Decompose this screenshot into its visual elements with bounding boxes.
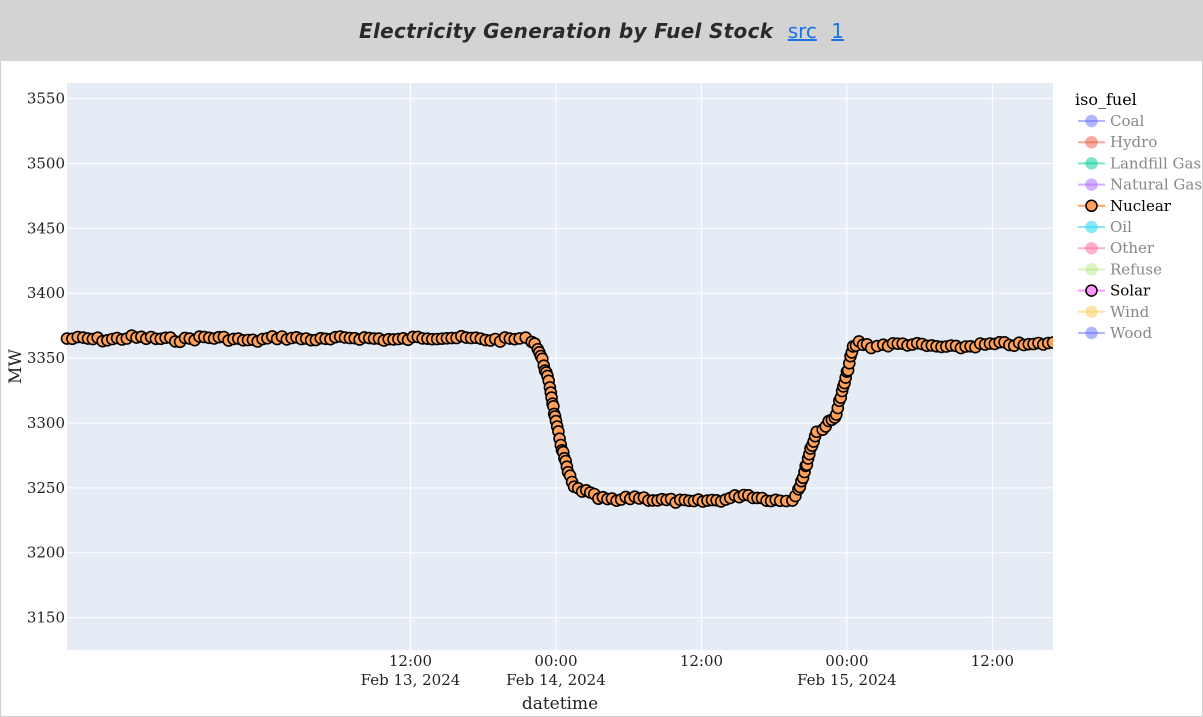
x-axis-title: datetime (522, 694, 598, 714)
legend-swatch-marker[interactable] (1085, 305, 1098, 319)
y-tick-label: 3450 (27, 219, 65, 237)
legend-item-wind[interactable]: Wind (1110, 303, 1150, 321)
y-tick-label: 3350 (27, 349, 65, 367)
chart-title-text: Electricity Generation by Fuel Stock (359, 18, 774, 43)
x-tick-date-label: Feb 15, 2024 (797, 671, 897, 689)
y-tick-label: 3550 (27, 90, 65, 108)
legend-item-oil[interactable]: Oil (1110, 218, 1132, 236)
y-axis-title: MW (6, 349, 26, 384)
chart-title: Electricity Generation by Fuel Stock src… (359, 19, 844, 43)
chart-frame: 3150 3200 3250 3300 3350 3400 3450 3500 3550 12:0… (0, 61, 1203, 717)
legend-item-refuse[interactable]: Refuse (1110, 260, 1162, 278)
legend-item-nuclear[interactable]: Nuclear (1110, 197, 1172, 215)
legend-item-coal[interactable]: Coal (1110, 112, 1144, 130)
y-tick-label: 3200 (27, 544, 65, 562)
legend-item-wood[interactable]: Wood (1110, 324, 1152, 342)
legend-swatch-marker[interactable] (1085, 199, 1098, 213)
legend-item-natural-gas[interactable]: Natural Gas (1110, 176, 1202, 194)
legend-item-solar[interactable]: Solar (1110, 282, 1151, 300)
x-tick-label: 12:00 (971, 652, 1014, 670)
x-tick-date-label: Feb 13, 2024 (361, 671, 461, 689)
legend-item-other[interactable]: Other (1110, 239, 1155, 257)
legend-item-landfill-gas[interactable]: Landfill Gas (1110, 154, 1201, 172)
legend-item-hydro[interactable]: Hydro (1110, 133, 1157, 151)
legend-swatch-marker[interactable] (1085, 326, 1098, 340)
legend-swatch-marker[interactable] (1085, 157, 1098, 170)
legend-swatch-marker[interactable] (1085, 135, 1098, 149)
legend-title: iso_fuel (1075, 90, 1137, 109)
chart-svg: 3150 3200 3250 3300 3350 3400 3450 3500 3550 12:0… (6, 61, 1202, 716)
x-tick-label: 00:00 (534, 652, 577, 670)
legend-swatch-marker[interactable] (1085, 284, 1098, 297)
plot-area[interactable] (67, 83, 1053, 650)
x-tick-label: 00:00 (825, 652, 868, 670)
legend-swatch-marker[interactable] (1085, 178, 1098, 191)
src-link[interactable]: src (787, 18, 817, 43)
legend-swatch-marker[interactable] (1085, 263, 1098, 276)
y-tick-label: 3150 (27, 609, 65, 627)
source-1-link[interactable]: 1 (831, 18, 844, 43)
chart-header: Electricity Generation by Fuel Stock src… (0, 0, 1203, 61)
legend-swatch-marker[interactable] (1085, 220, 1098, 234)
legend-background (1053, 61, 1202, 716)
y-tick-label: 3300 (27, 414, 65, 432)
legend-swatch-marker[interactable] (1085, 241, 1098, 255)
y-tick-label: 3250 (27, 479, 65, 497)
x-tick-label: 12:00 (680, 652, 723, 670)
y-tick-label: 3500 (27, 154, 65, 172)
x-tick-label: 12:00 (389, 652, 432, 670)
y-tick-label: 3400 (27, 284, 65, 302)
legend-swatch-marker[interactable] (1085, 114, 1098, 128)
x-tick-date-label: Feb 14, 2024 (506, 671, 606, 689)
